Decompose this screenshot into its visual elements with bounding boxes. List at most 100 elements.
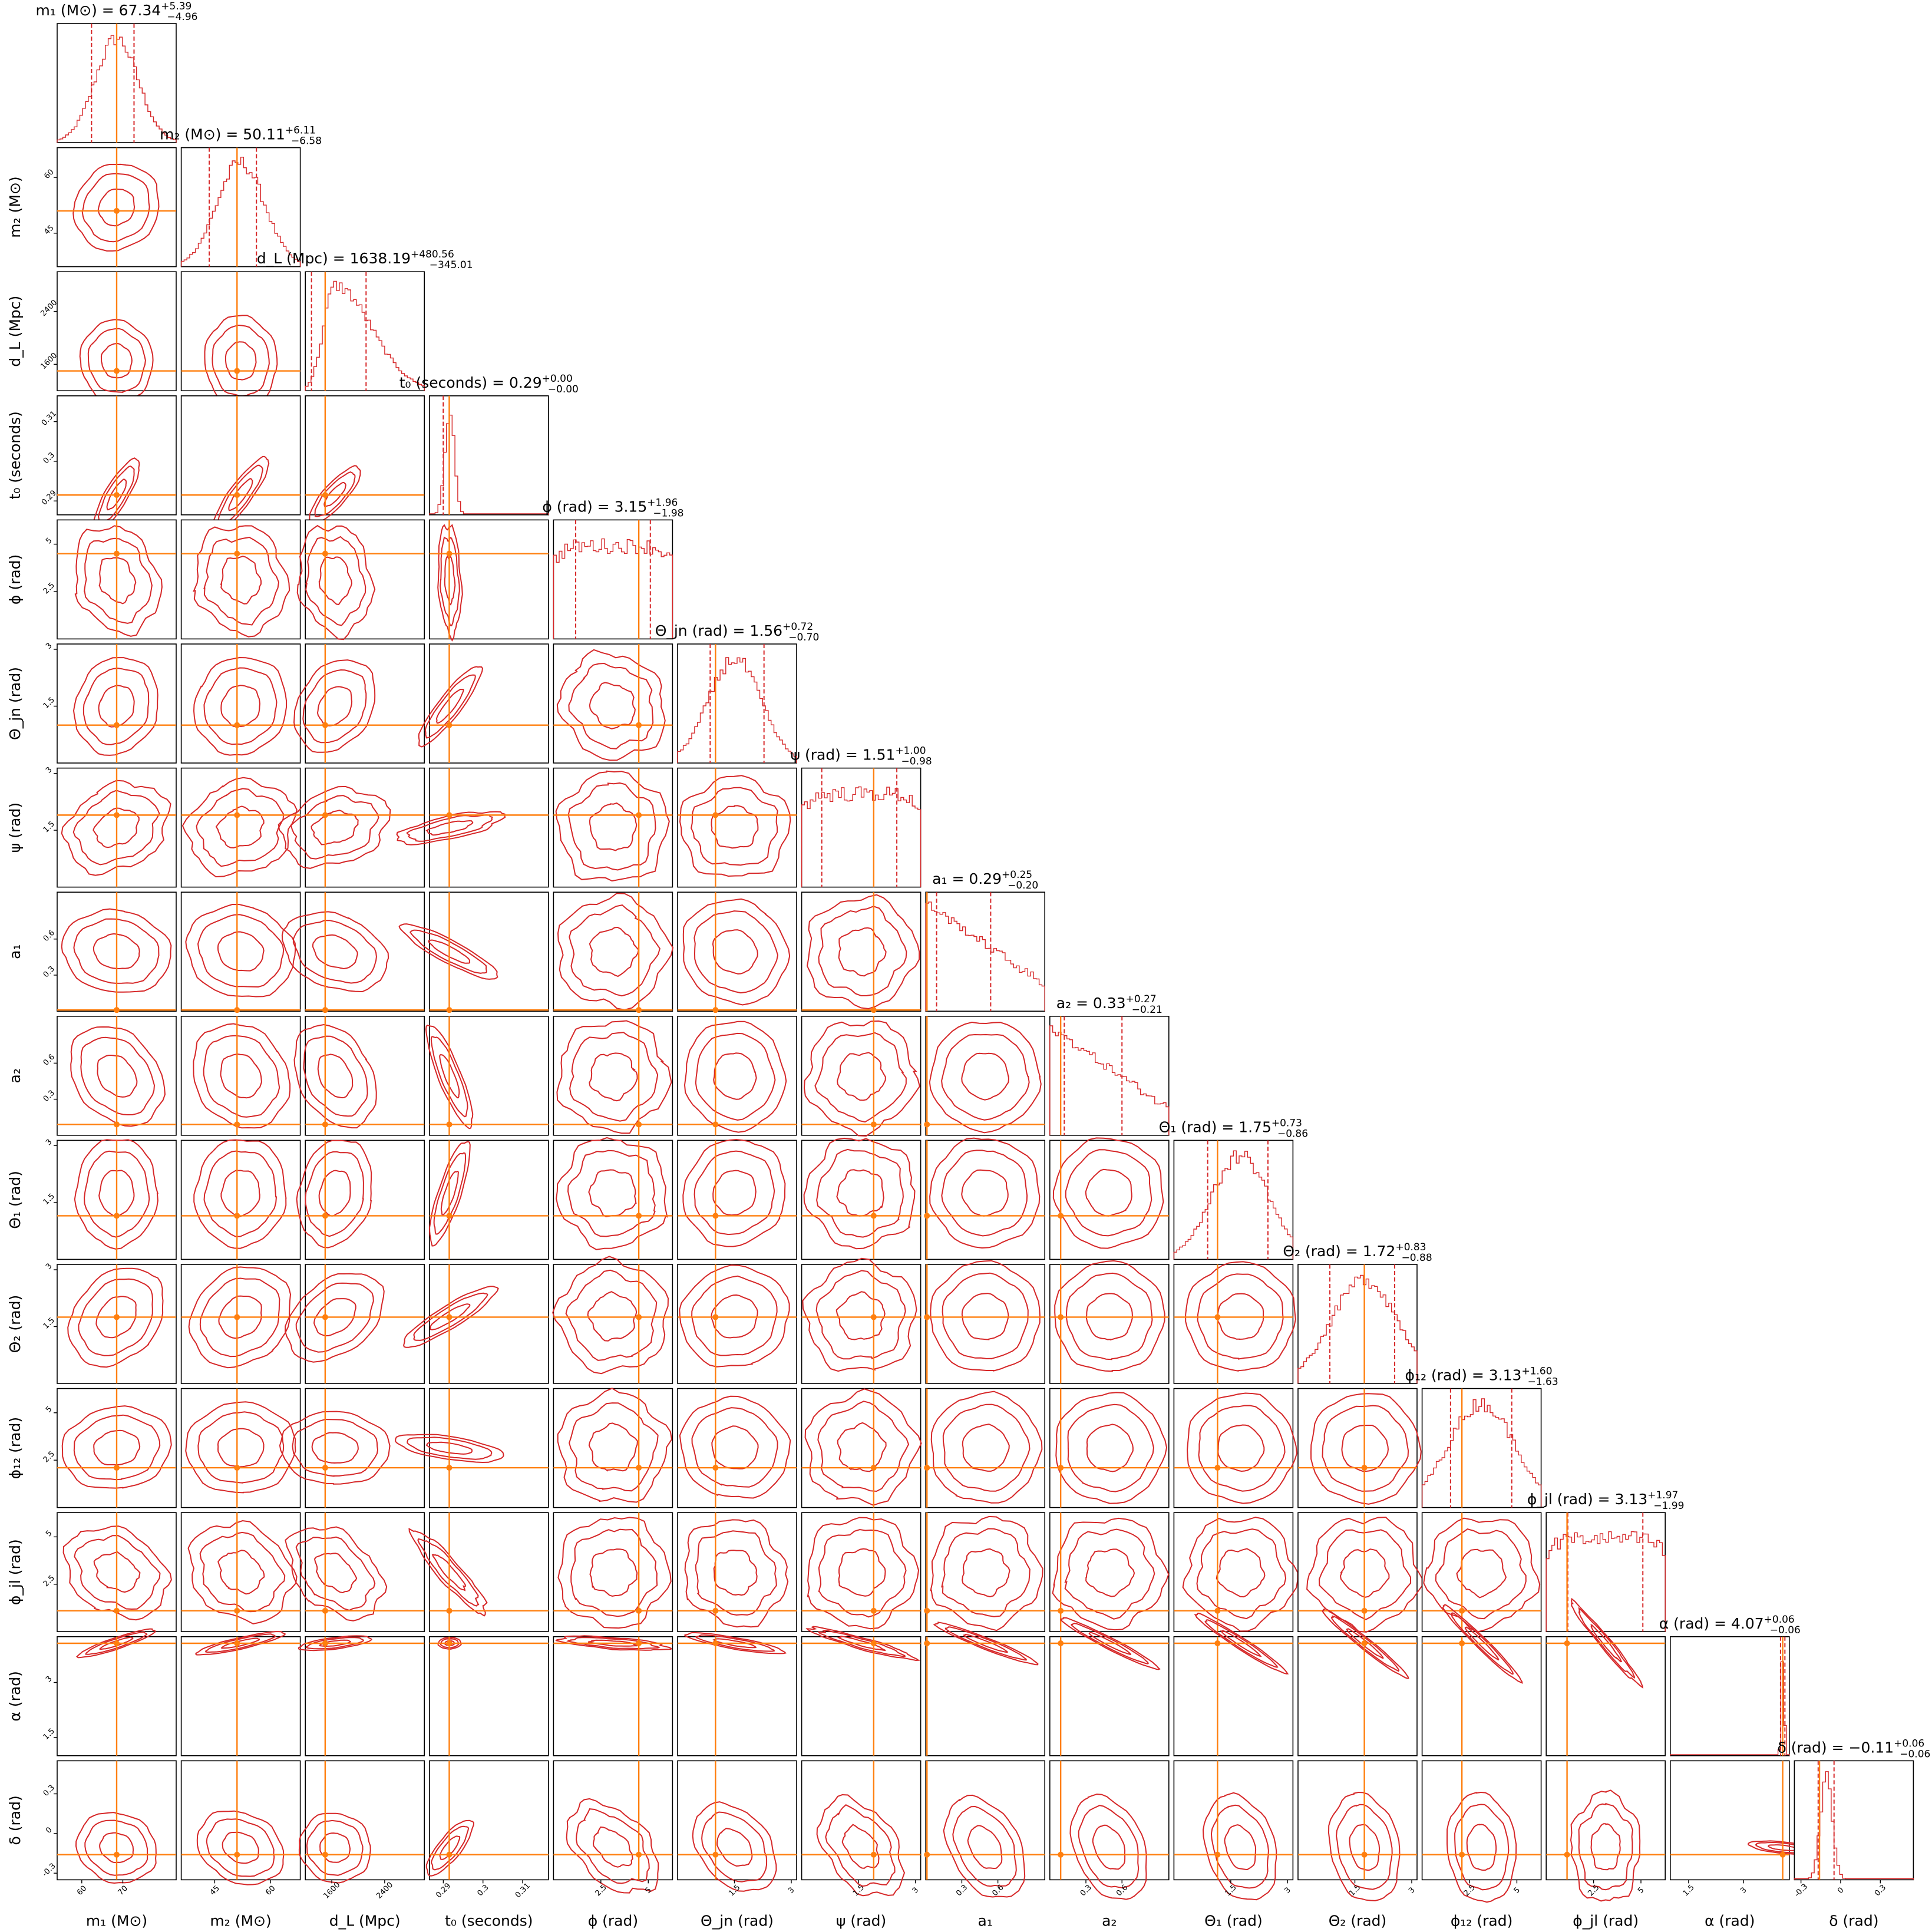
contour-2: [197, 914, 285, 988]
contour-3: [963, 1633, 1008, 1653]
panel-t0-delta: [425, 1760, 549, 1884]
contour-3: [430, 1303, 471, 1330]
panel-a2-theta2: [1049, 1260, 1170, 1384]
contour-1: [296, 524, 376, 640]
y-tick-label: 0.3: [42, 965, 57, 979]
x-tick-label: 45: [209, 1884, 222, 1897]
contour-2: [305, 536, 366, 626]
panel-frame: [677, 1140, 797, 1260]
x-axis-label-a2: a₂: [1102, 1912, 1117, 1929]
contour-1: [72, 657, 158, 756]
panel-phi-a1: [553, 891, 674, 1013]
y-tick-label: 2.5: [42, 1449, 57, 1464]
truth-point: [924, 1851, 930, 1858]
truth-point: [114, 368, 120, 374]
x-tick-label: 5: [1512, 1886, 1522, 1895]
contour-1: [70, 1026, 166, 1127]
panel-frame: [1421, 1760, 1542, 1881]
panel-m2-phijl: [180, 1512, 301, 1632]
contour-2: [1435, 1528, 1527, 1620]
contour-2: [73, 918, 160, 984]
contour-1: [804, 1388, 922, 1506]
contour-1: [296, 1140, 372, 1249]
contour-1: [556, 1137, 668, 1250]
contour-3: [962, 1424, 1010, 1472]
panel-frame: [801, 1388, 922, 1508]
title-phi12: ϕ₁₂ (rad) = 3.13+1.60 −1.63: [1405, 1366, 1558, 1388]
contour-1: [557, 893, 674, 1010]
x-tick-label: 0.3: [955, 1883, 969, 1898]
panel-a1-theta1: [924, 1137, 1045, 1260]
contour-1: [62, 1525, 172, 1621]
panel-theta1-alpha: [1173, 1612, 1294, 1756]
x-tick-label: 0.31: [514, 1881, 532, 1900]
y-tick-label: 0.6: [42, 1052, 57, 1067]
y-tick-label: 1.5: [42, 820, 57, 834]
panel-theta1-delta: [1173, 1760, 1294, 1901]
contour-2: [816, 1148, 904, 1238]
y-tick-label: 2.5: [42, 1574, 57, 1588]
contour-1: [683, 1021, 787, 1133]
contour-1: [1187, 1392, 1298, 1504]
contour-1: [1185, 1261, 1296, 1372]
panel-frame: [1173, 1512, 1294, 1632]
contour-2: [417, 1538, 480, 1607]
panel-frame: [305, 1264, 425, 1384]
y-tick-label: 2400: [39, 298, 59, 318]
hist-thetajn: [677, 657, 797, 763]
panel-frame: [428, 891, 549, 1012]
x-axis-label-t0: t₀ (seconds): [445, 1912, 533, 1929]
panel-thetajn-phijl: [677, 1512, 797, 1632]
contour-1: [552, 1256, 669, 1375]
contour-3: [587, 1291, 638, 1342]
truth-point: [1058, 1640, 1064, 1646]
y-axis-label-phi: ϕ (rad): [6, 554, 24, 605]
panel-dL-a1: [281, 891, 425, 1013]
truth-point: [870, 1213, 877, 1219]
panel-thetajn-phi12: [677, 1388, 797, 1508]
truth-point: [322, 1851, 328, 1858]
contour-2: [942, 1272, 1029, 1360]
panel-a2-alpha: [1049, 1617, 1170, 1756]
panel-frame: [180, 271, 301, 392]
contour-2: [305, 1637, 365, 1650]
y-axis-label-a2: a₂: [6, 1068, 24, 1083]
hist-theta2: [1297, 1274, 1418, 1383]
panel-dL-theta1: [296, 1140, 425, 1260]
contour-1: [395, 1434, 504, 1464]
x-tick-label: 5: [1636, 1886, 1646, 1895]
contour-3: [1346, 1628, 1384, 1659]
contour-2: [815, 1270, 906, 1360]
panel-m1-m2: [54, 147, 177, 267]
contour-3: [428, 939, 471, 964]
panel-theta2-phi12: [1297, 1388, 1422, 1508]
contour-1: [1571, 1597, 1644, 1689]
truth-point: [1459, 1640, 1465, 1646]
x-axis-label-phi: ϕ (rad): [588, 1912, 638, 1929]
contour-3: [589, 926, 639, 977]
contour-3: [716, 1828, 753, 1867]
panel-frame: [305, 1388, 425, 1508]
truth-point: [1214, 1314, 1221, 1320]
x-axis-label-alpha: α (rad): [1705, 1912, 1755, 1929]
truth-point: [234, 1314, 240, 1320]
truth-point: [234, 722, 240, 728]
contour-3: [1085, 1548, 1135, 1597]
truth-point: [322, 492, 328, 498]
contour-3: [588, 1422, 638, 1472]
contour-2: [303, 1035, 368, 1117]
panel-dL-alpha: [298, 1635, 425, 1756]
contour-2: [1198, 1405, 1286, 1492]
contour-2: [81, 173, 150, 243]
panel-dL-phi: [296, 519, 425, 640]
truth-point: [322, 1640, 328, 1646]
truth-point: [712, 1607, 719, 1614]
contour-1: [1194, 1612, 1289, 1675]
contour-3: [1220, 1630, 1262, 1657]
contour-1: [555, 1635, 672, 1651]
contour-1: [61, 908, 172, 993]
x-tick-label: 70: [117, 1884, 130, 1897]
y-tick-label: 2.5: [42, 581, 57, 596]
contour-3: [711, 1294, 758, 1339]
y-tick-label: 3: [44, 1138, 54, 1147]
